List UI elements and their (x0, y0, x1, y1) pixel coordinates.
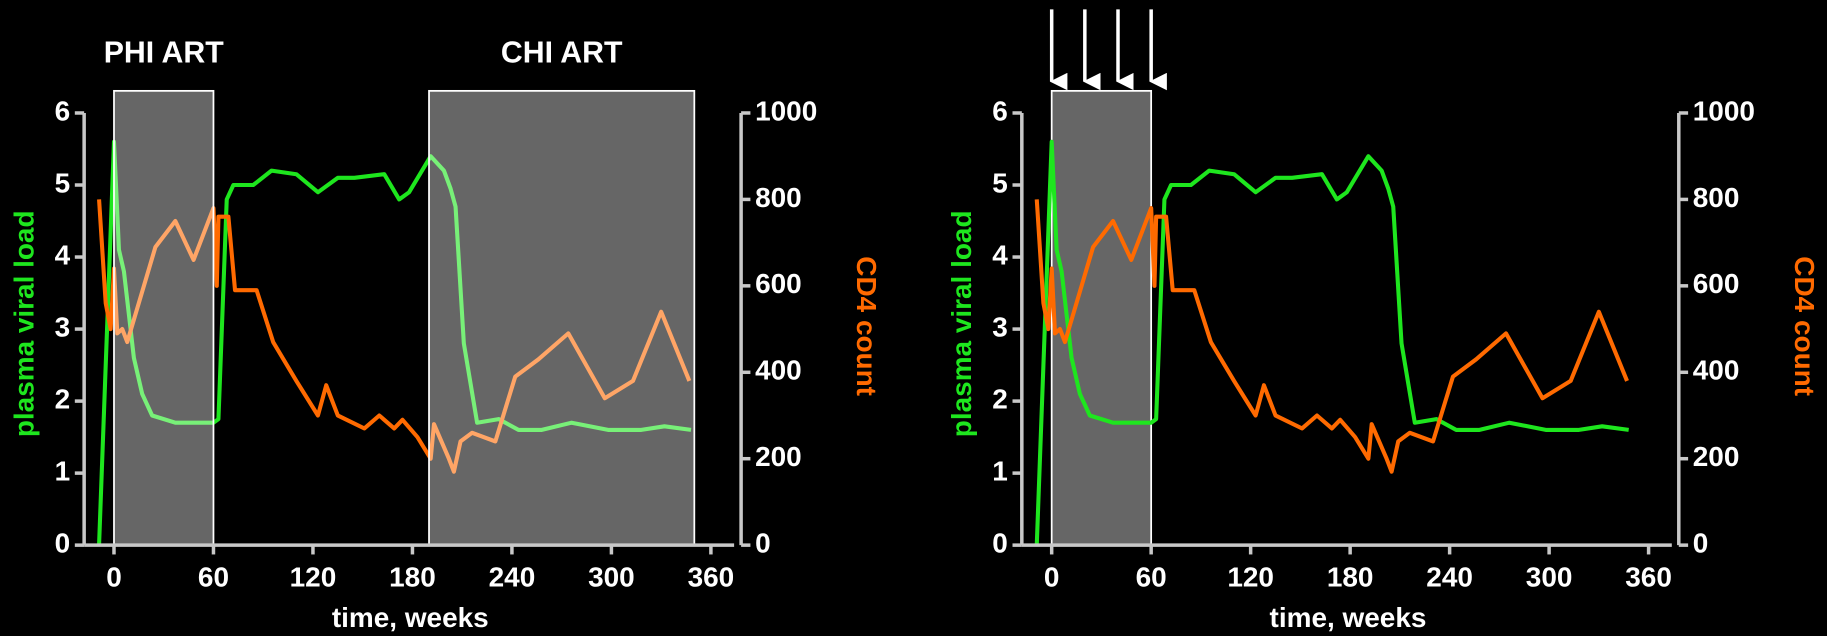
y-tick-label: 0 (992, 528, 1008, 559)
x-tick-label: 180 (1327, 561, 1374, 592)
y-axis-label: plasma viral load (946, 210, 977, 437)
y-tick-label: 2 (992, 383, 1008, 414)
data-line (1034, 199, 1629, 474)
x-tick-label: 360 (688, 561, 735, 592)
y2-axis-label: CD4 count (851, 256, 882, 396)
y-tick-label: 6 (55, 95, 71, 126)
y-tick-label: 6 (992, 95, 1008, 126)
x-tick-label: 60 (1136, 561, 1167, 592)
y-tick-label: 5 (55, 167, 71, 198)
y-tick-label: 3 (992, 311, 1008, 342)
x-tick-label: 180 (389, 561, 436, 592)
y-tick-label: 4 (55, 239, 71, 270)
y-tick-label: 5 (992, 167, 1008, 198)
y2-tick-label: 400 (755, 355, 802, 386)
y-tick-label: 1 (992, 456, 1008, 487)
x-axis-label: time, weeks (1270, 602, 1427, 633)
x-tick-label: 240 (489, 561, 536, 592)
x-tick-label: 240 (1426, 561, 1473, 592)
y2-tick-label: 600 (755, 268, 802, 299)
y2-tick-label: 800 (1693, 182, 1740, 213)
shaded-region (113, 89, 215, 547)
x-tick-label: 120 (290, 561, 337, 592)
y-tick-label: 0 (55, 528, 71, 559)
x-tick-label: 60 (198, 561, 229, 592)
y2-tick-label: 1000 (1693, 95, 1755, 126)
y2-tick-label: 0 (1693, 528, 1709, 559)
x-axis-label: time, weeks (332, 602, 489, 633)
y2-tick-label: 200 (1693, 441, 1740, 472)
y2-tick-label: 600 (1693, 268, 1740, 299)
x-tick-label: 0 (1044, 561, 1060, 592)
y-tick-label: 3 (55, 311, 71, 342)
y2-tick-label: 800 (755, 182, 802, 213)
x-tick-label: 120 (1227, 561, 1274, 592)
x-tick-label: 300 (588, 561, 635, 592)
y-axis-label: plasma viral load (8, 210, 39, 437)
y2-tick-label: 1000 (755, 95, 817, 126)
x-tick-label: 0 (106, 561, 122, 592)
x-tick-label: 360 (1625, 561, 1672, 592)
y2-axis-label: CD4 count (1789, 256, 1820, 396)
y-tick-label: 1 (55, 456, 71, 487)
data-line (97, 139, 692, 546)
region-label: PHI ART (104, 37, 224, 70)
data-line (97, 199, 692, 474)
y-tick-label: 4 (992, 239, 1008, 270)
data-line (1034, 139, 1629, 546)
region-label: CHI ART (501, 37, 623, 70)
y2-tick-label: 400 (1693, 355, 1740, 386)
x-tick-label: 300 (1526, 561, 1573, 592)
shaded-region (428, 89, 696, 547)
y2-tick-label: 200 (755, 441, 802, 472)
y-tick-label: 2 (55, 383, 71, 414)
y2-tick-label: 0 (755, 528, 771, 559)
